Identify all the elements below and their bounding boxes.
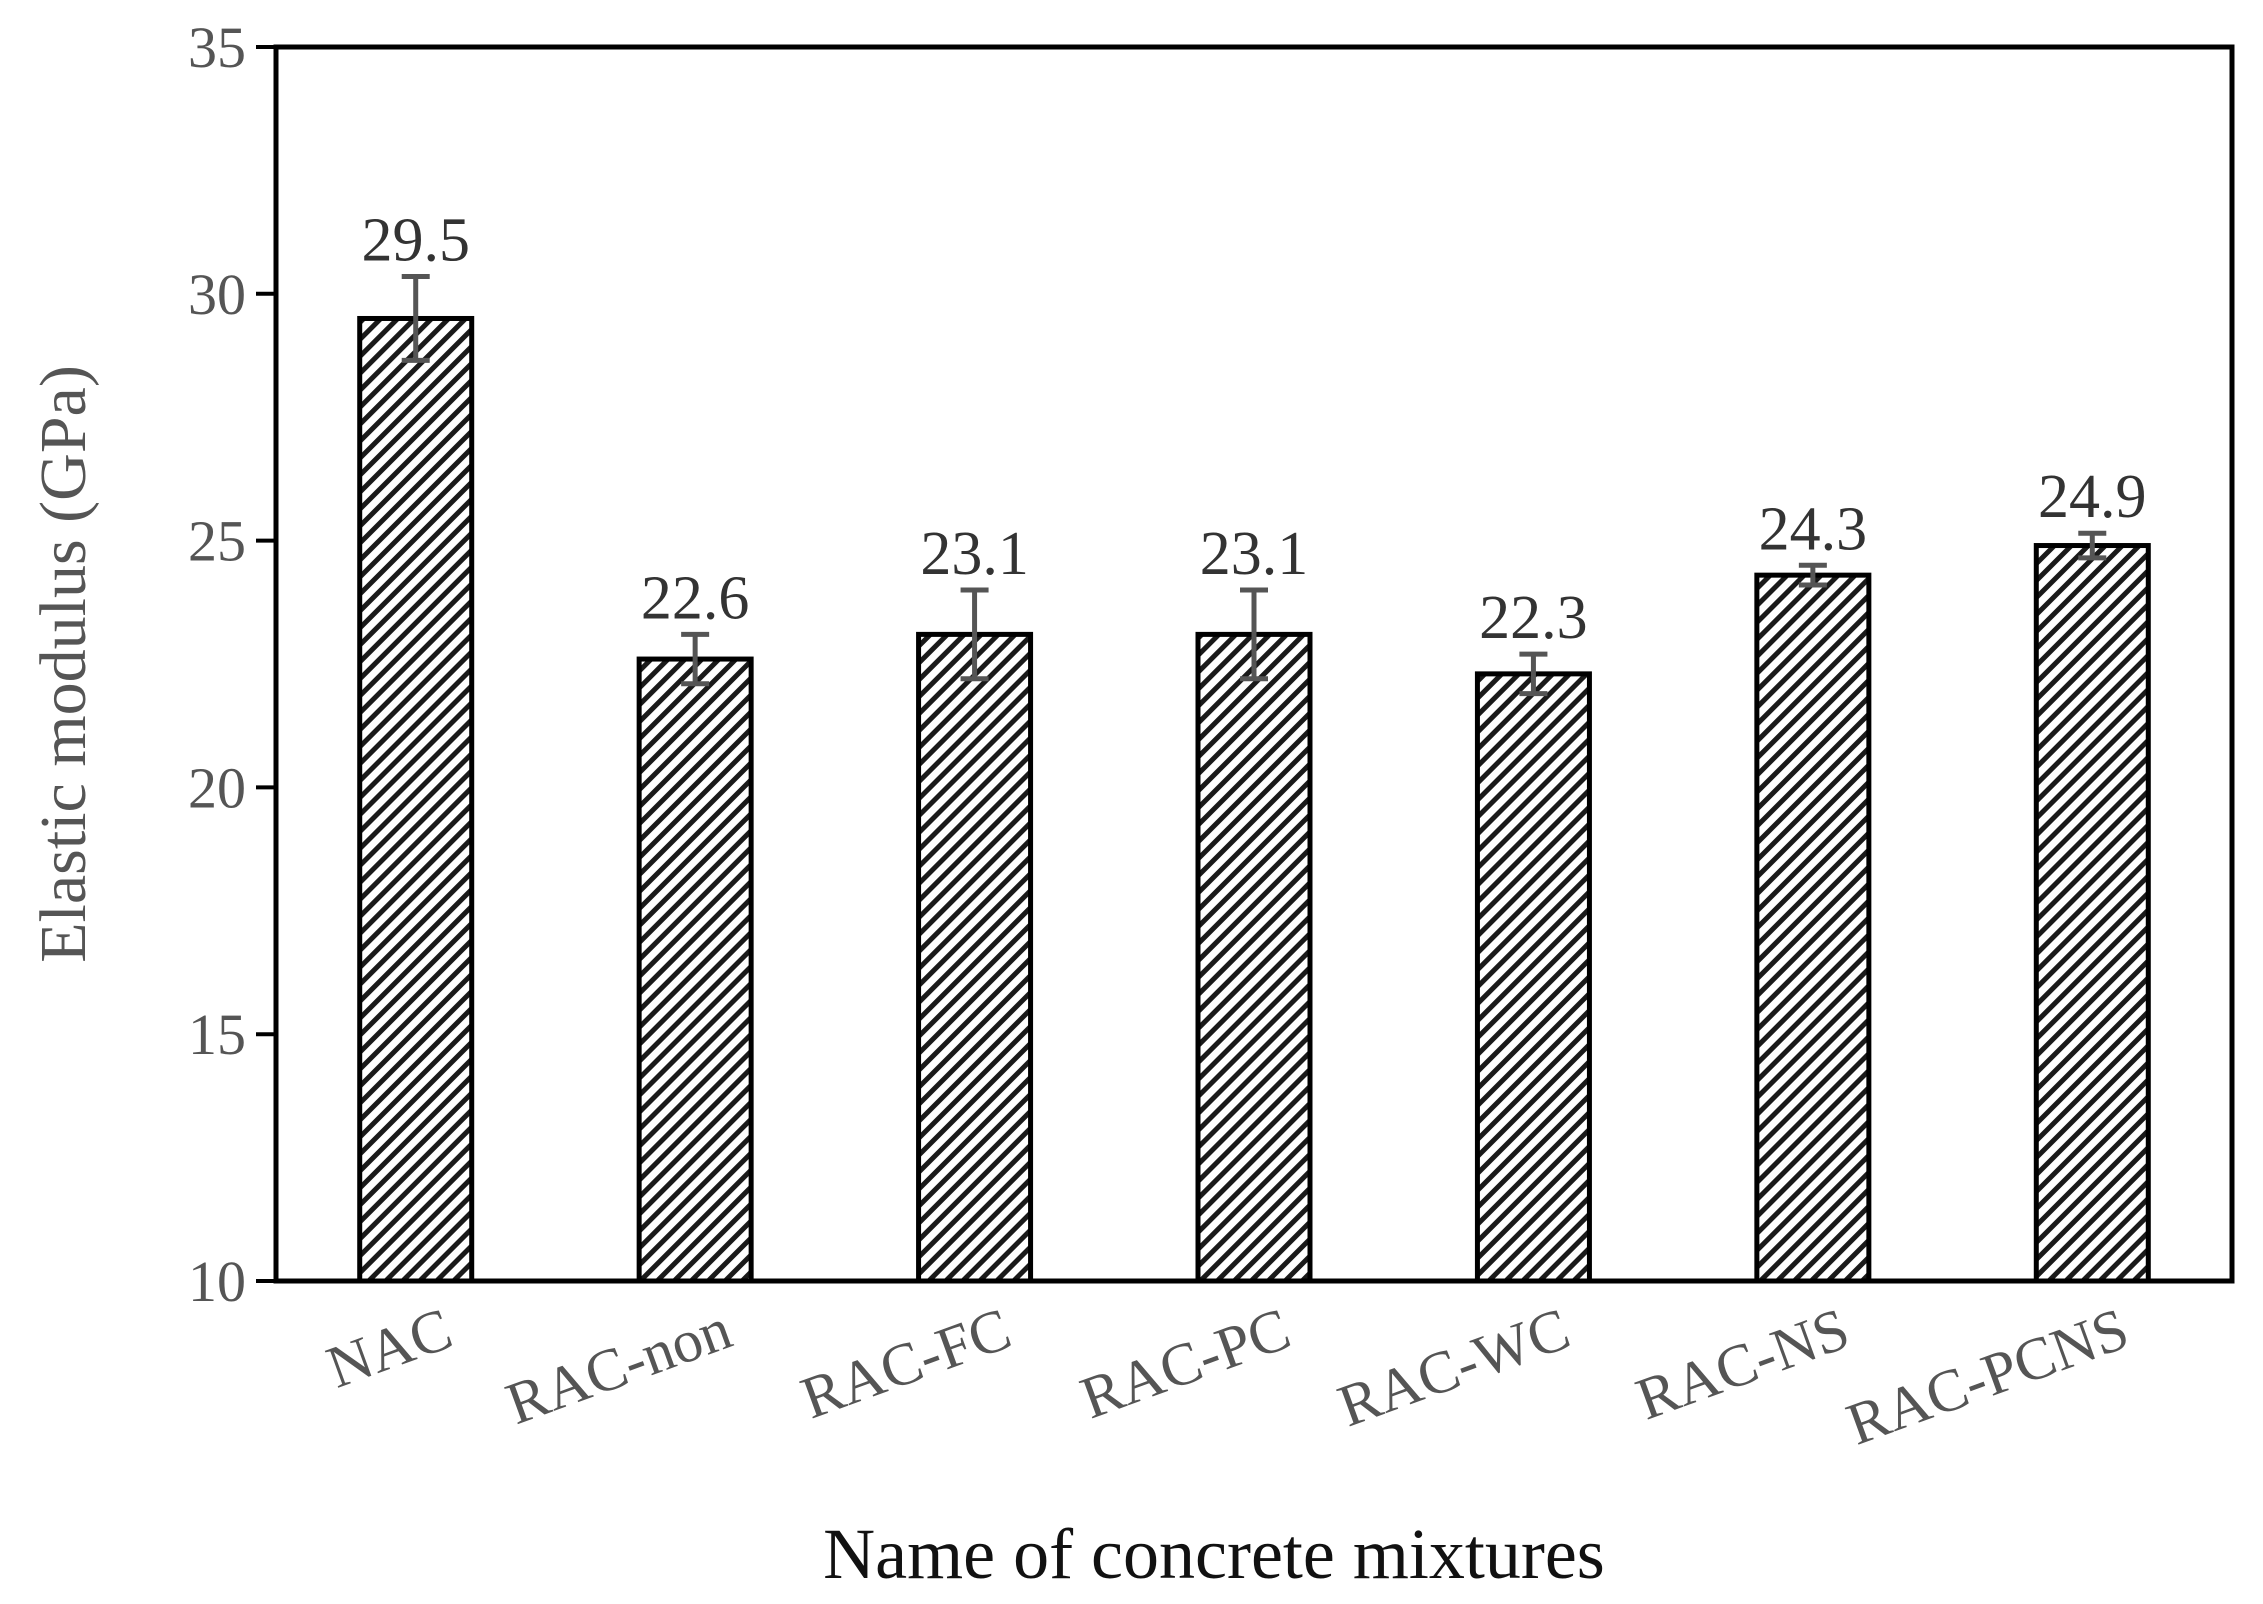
- data-label: 29.5: [361, 207, 470, 275]
- x-tick-label: RAC-NS: [1628, 1295, 1857, 1432]
- data-label: 24.3: [1759, 495, 1868, 563]
- bar: [916, 631, 1034, 1284]
- x-tick-label: RAC-PC: [1072, 1295, 1298, 1431]
- x-axis-title: Name of concrete mixtures: [823, 1514, 1605, 1594]
- error-bar: [1240, 587, 1268, 682]
- y-tick-label: 15: [188, 1002, 246, 1067]
- x-tick-label: RAC-PCNS: [1838, 1295, 2136, 1457]
- error-bar: [681, 631, 710, 687]
- error-bar: [960, 587, 989, 682]
- y-tick-label: 10: [188, 1249, 246, 1314]
- x-tick-label: RAC-non: [498, 1295, 740, 1437]
- bars-layer: [357, 315, 2151, 1284]
- bar: [1195, 631, 1313, 1284]
- bar: [2033, 543, 2151, 1284]
- error-bar: [1798, 562, 1827, 588]
- x-axis: NAC RAC-non RAC-FC RAC-PC RAC-WC RAC-NSRAC-PC…: [319, 1295, 2137, 1457]
- y-axis: 10 15 20 25 30 35: [188, 15, 276, 1314]
- data-label: 23.1: [920, 520, 1029, 588]
- error-bars-layer: [401, 274, 2107, 697]
- plot-area-frame: [273, 44, 2235, 1284]
- data-label: 22.6: [641, 564, 750, 632]
- y-tick-label: 35: [188, 15, 246, 80]
- error-bar: [401, 274, 430, 363]
- data-labels-layer: 29.5 22.6 23.1 23.1 22.3 24.3 24.9: [361, 207, 2146, 653]
- data-label: 22.3: [1479, 584, 1588, 652]
- data-label: 24.9: [2038, 463, 2147, 531]
- y-tick-label: 25: [188, 509, 246, 574]
- y-tick-label: 20: [188, 755, 246, 820]
- bar: [1754, 572, 1872, 1284]
- y-tick-label: 30: [188, 262, 246, 327]
- bar: [1474, 671, 1592, 1284]
- x-tick-label: RAC-WC: [1330, 1295, 1578, 1439]
- error-bar: [1519, 651, 1548, 697]
- x-tick-label: RAC-FC: [793, 1295, 1019, 1431]
- bar: [636, 656, 754, 1284]
- x-tick-label: NAC: [319, 1295, 461, 1400]
- data-label: 23.1: [1200, 520, 1309, 588]
- error-bar: [2078, 530, 2107, 561]
- bar: [357, 315, 475, 1284]
- y-axis-title: Elastic modulus (GPa): [27, 365, 100, 963]
